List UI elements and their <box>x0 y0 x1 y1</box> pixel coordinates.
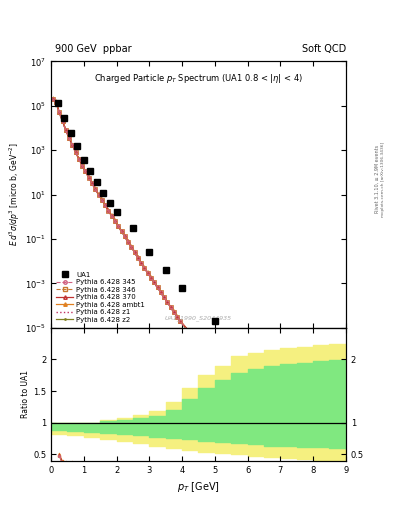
Text: mcplots.cern.ch [arXiv:1306.3436]: mcplots.cern.ch [arXiv:1306.3436] <box>381 142 385 217</box>
Text: 900 GeV  ppbar: 900 GeV ppbar <box>55 44 132 54</box>
Text: UA1_1990_S2044935: UA1_1990_S2044935 <box>165 315 232 321</box>
X-axis label: $p_T$ [GeV]: $p_T$ [GeV] <box>177 480 220 494</box>
Y-axis label: $E\,d^3\sigma/dp^3$ [micro b, GeV$^{-2}$]: $E\,d^3\sigma/dp^3$ [micro b, GeV$^{-2}$… <box>8 143 22 246</box>
Y-axis label: Ratio to UA1: Ratio to UA1 <box>21 370 30 418</box>
Text: Soft QCD: Soft QCD <box>301 44 346 54</box>
Legend: UA1, Pythia 6.428 345, Pythia 6.428 346, Pythia 6.428 370, Pythia 6.428 ambt1, P: UA1, Pythia 6.428 345, Pythia 6.428 346,… <box>55 270 146 324</box>
Text: Rivet 3.1.10, ≥ 2.9M events: Rivet 3.1.10, ≥ 2.9M events <box>375 145 380 214</box>
Text: Charged Particle $p_T$ Spectrum (UA1 0.8 < |$\eta$| < 4): Charged Particle $p_T$ Spectrum (UA1 0.8… <box>94 72 303 85</box>
